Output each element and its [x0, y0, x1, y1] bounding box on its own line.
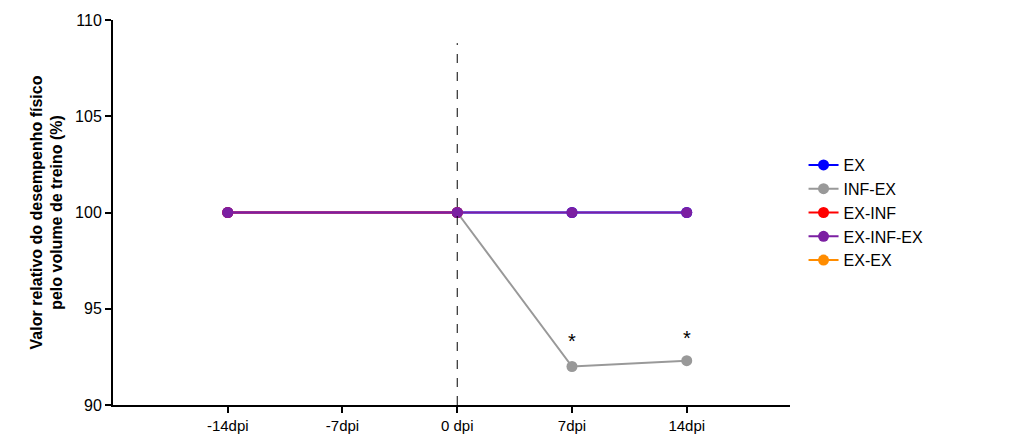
svg-text:INF-EX: INF-EX: [844, 181, 897, 198]
svg-text:105: 105: [75, 108, 102, 125]
svg-text:7dpi: 7dpi: [558, 417, 586, 434]
svg-text:EX-EX: EX-EX: [844, 252, 892, 269]
svg-text:95: 95: [84, 300, 102, 317]
svg-text:100: 100: [75, 204, 102, 221]
svg-text:Valor relativo do desempenho f: Valor relativo do desempenho físicopelo …: [28, 75, 66, 349]
svg-text:0 dpi: 0 dpi: [441, 417, 474, 434]
svg-text:EX: EX: [844, 157, 866, 174]
svg-text:14dpi: 14dpi: [668, 417, 705, 434]
svg-text:90: 90: [84, 397, 102, 414]
svg-text:*: *: [683, 327, 691, 349]
svg-text:*: *: [568, 330, 576, 352]
svg-text:110: 110: [76, 12, 102, 29]
svg-text:-7dpi: -7dpi: [326, 417, 359, 434]
svg-text:EX-INF: EX-INF: [844, 205, 897, 222]
svg-text:-14dpi: -14dpi: [207, 417, 249, 434]
svg-text:EX-INF-EX: EX-INF-EX: [844, 229, 923, 246]
